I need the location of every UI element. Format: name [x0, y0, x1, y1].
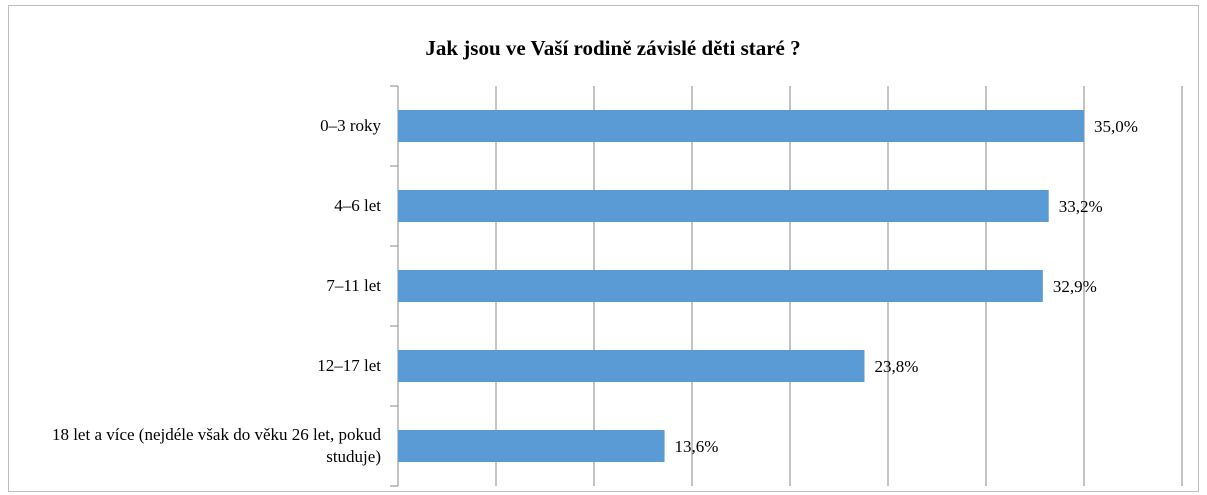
value-label: 13,6% — [675, 437, 719, 456]
y-tick-label: 12–17 let — [317, 356, 381, 375]
bar — [398, 270, 1043, 302]
value-label: 32,9% — [1053, 277, 1097, 296]
y-tick-label: 7–11 let — [326, 276, 381, 295]
chart-title: Jak jsou ve Vaší rodině závislé děti sta… — [425, 36, 800, 60]
bar — [398, 190, 1049, 222]
value-label: 33,2% — [1059, 197, 1103, 216]
value-label: 23,8% — [874, 357, 918, 376]
y-tick-label: 0–3 roky — [320, 116, 381, 135]
y-tick-label: 4–6 let — [334, 196, 381, 215]
bar — [398, 350, 865, 382]
bar — [398, 430, 665, 462]
value-label: 35,0% — [1094, 117, 1138, 136]
chart-frame — [8, 5, 1199, 492]
y-tick-label: 18 let a více (nejdéle však do věku 26 l… — [51, 425, 381, 466]
bar — [398, 110, 1084, 142]
